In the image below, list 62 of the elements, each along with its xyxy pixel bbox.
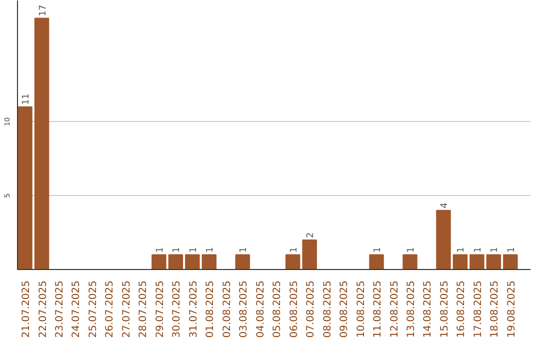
x-tick-label: 10.08.2025 [356, 280, 367, 338]
x-tick-label: 19.08.2025 [506, 280, 518, 338]
x-tick-label: 29.07.2025 [154, 280, 166, 338]
data-label: 1 [406, 246, 416, 253]
x-tick-label: 12.08.2025 [389, 280, 400, 338]
x-tick-label: 08.08.2025 [322, 280, 334, 338]
data-label: 1 [456, 246, 467, 253]
x-tick-label: 13.08.2025 [406, 280, 417, 338]
bar [18, 106, 32, 270]
x-tick-label: 31.07.2025 [188, 280, 200, 338]
x-tick-label: 30.07.2025 [172, 280, 183, 338]
x-tick-label: 02.08.2025 [222, 280, 233, 338]
bar [452, 254, 468, 270]
x-tick-label: 03.08.2025 [238, 280, 250, 338]
data-label: 1 [206, 246, 216, 253]
bar [168, 254, 184, 270]
bar [202, 254, 217, 270]
data-label: 17 [38, 4, 48, 16]
x-tick-label: 28.07.2025 [138, 280, 150, 338]
data-label: 1 [490, 246, 500, 253]
data-label: 1 [373, 246, 384, 253]
bar [486, 254, 502, 270]
x-tick-label: 16.08.2025 [456, 280, 468, 338]
data-label: 2 [306, 232, 316, 238]
bar [34, 18, 50, 270]
bar [503, 254, 518, 270]
x-tick-label: 26.07.2025 [104, 280, 116, 338]
x-tick-label: 04.08.2025 [255, 280, 266, 338]
data-label: 1 [155, 246, 166, 253]
data-label: 11 [22, 93, 32, 105]
bar [185, 254, 200, 270]
data-label: 1 [473, 246, 484, 253]
x-tick-label: 07.08.2025 [306, 280, 317, 338]
x-tick-label: 11.08.2025 [372, 280, 384, 338]
x-tick-label: 22.07.2025 [38, 280, 49, 338]
x-tick-label: 15.08.2025 [439, 280, 450, 338]
x-tick-label: 05.08.2025 [272, 280, 284, 338]
x-tick-label: 17.08.2025 [472, 280, 484, 338]
x-tick-label: 14.08.2025 [422, 280, 434, 338]
x-tick-label: 01.08.2025 [205, 280, 216, 338]
x-tick-label: 23.07.2025 [54, 280, 66, 338]
x-tick-label: 27.07.2025 [121, 280, 132, 338]
x-tick-label: 21.07.2025 [21, 280, 32, 338]
bar [302, 239, 317, 270]
bar [285, 254, 300, 270]
data-label: 1 [172, 246, 182, 253]
data-label: 1 [188, 246, 199, 253]
x-tick-label: 25.07.2025 [88, 280, 99, 338]
data-label: 4 [440, 202, 450, 208]
bar [402, 254, 418, 270]
bar [152, 254, 166, 270]
x-tick-label: 06.08.2025 [288, 280, 300, 338]
x-tick-label: 24.07.2025 [71, 280, 82, 338]
x-tick-label: 18.08.2025 [490, 280, 501, 338]
data-label: 1 [289, 246, 300, 253]
bar [235, 254, 250, 270]
bar [369, 254, 384, 270]
data-label: 1 [506, 246, 517, 253]
bar [436, 210, 451, 270]
x-tick-label: 09.08.2025 [339, 280, 350, 338]
bar [470, 254, 484, 270]
data-label: 1 [239, 246, 250, 253]
